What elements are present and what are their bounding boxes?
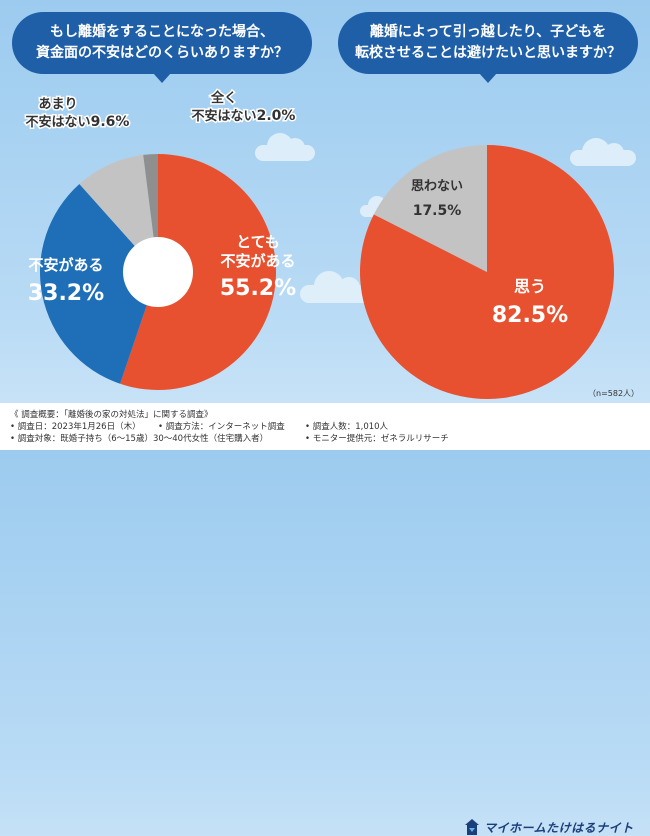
question-1-text: もし離婚をすることになった場合、 資金面の不安はどのくらいありますか？ [36,24,288,61]
cloud-decoration [570,138,636,166]
pie-slice [79,154,158,272]
pie-slice [40,183,158,384]
question-1-bubble: もし離婚をすることになった場合、 資金面の不安はどのくらいありますか？ [12,12,312,83]
slice-label-no: 思わない 17.5% [411,179,463,219]
slice-label-anxious: 不安がある 33.2% [28,256,104,306]
slice-label-yes: 思う 82.5% [492,277,568,328]
slice-label-very-anxious: とても不安がある 55.2% [220,233,296,301]
pie-slice [373,145,487,272]
avoid-moving-pie-chart: 思う 82.5% 思わない 17.5% [360,145,614,399]
sample-size-note: （n=582人） [588,389,640,398]
brand-logo-text: マイホームたけはるナイト [484,820,634,835]
survey-target: • 調査対象：既婚子持ち（6～15歳）30～40代女性（住宅購入者） [10,434,269,444]
survey-overview: 《 調査概要：「離婚後の家の対処法」に関する調査》 [10,410,213,420]
pie-slice [120,154,277,390]
slice-label-not-very-anxious: あまり不安はない9.6% [25,97,129,130]
anxiety-pie-chart: とても不安がある 55.2% 不安がある 33.2% あまり不安はない9.6% 全く不安は… [24,89,297,390]
survey-provider: • モニター提供元：ゼネラルリサーチ [305,434,449,444]
survey-date: • 調査日：2023年1月26日（木） [10,422,141,432]
survey-footer: 《 調査概要：「離婚後の家の対処法」に関する調査》 • 調査日：2023年1月2… [0,403,650,835]
slice-label-not-anxious-at-all: 全く不安はない2.0% [191,90,295,124]
brand-logo[interactable]: マイホームたけはるナイト [464,818,634,836]
house-logo-icon [465,819,479,835]
cloud-decoration [255,133,315,161]
survey-count: • 調査人数：1,010人 [305,422,389,432]
survey-method: • 調査方法：インターネット調査 [158,422,285,432]
donut-hole [123,237,193,307]
question-2-text: 離婚によって引っ越したり、子どもを 転校させることは避けたいと思いますか？ [355,24,621,61]
question-2-bubble: 離婚によって引っ越したり、子どもを 転校させることは避けたいと思いますか？ [338,12,638,83]
cloud-decoration [300,271,372,303]
